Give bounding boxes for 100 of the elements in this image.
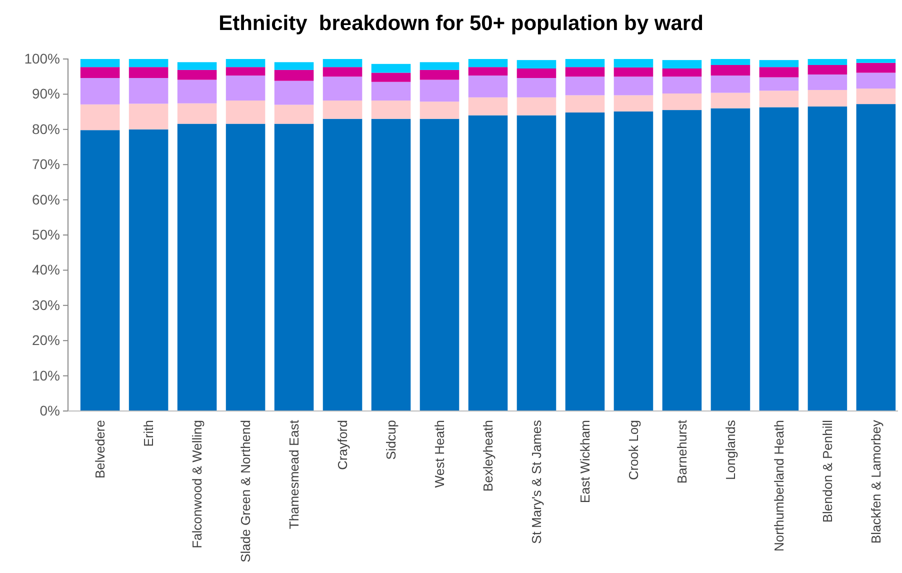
bar	[468, 115, 508, 411]
bar	[516, 97, 556, 116]
bar	[322, 100, 362, 119]
bar	[226, 67, 266, 76]
bar	[80, 104, 120, 130]
bar	[177, 70, 217, 80]
y-tick-label: 100%	[24, 50, 60, 66]
x-tick-label: Belvedere	[92, 420, 108, 479]
bar	[662, 60, 702, 69]
bar	[614, 95, 654, 112]
bar	[710, 108, 750, 411]
y-tick-label: 60%	[32, 191, 60, 208]
bar	[662, 110, 702, 411]
bar	[128, 104, 168, 130]
bar	[226, 100, 266, 124]
bar	[420, 70, 460, 80]
bar	[759, 77, 799, 91]
bar	[808, 64, 848, 74]
y-tick-label: 70%	[32, 156, 60, 172]
bar	[759, 60, 799, 68]
bar	[565, 59, 605, 68]
bar	[468, 67, 508, 76]
bar	[565, 76, 605, 96]
bar	[710, 59, 750, 65]
bar	[710, 64, 750, 76]
bar	[662, 76, 702, 94]
x-tick-label: Sidcup	[384, 420, 399, 460]
bar	[80, 130, 120, 411]
bar	[856, 62, 896, 73]
x-tick-label: Thamesmead East	[286, 420, 302, 530]
bar	[322, 67, 362, 77]
bar	[322, 76, 362, 101]
bar	[274, 104, 314, 124]
y-tick-label: 20%	[32, 332, 60, 348]
bar	[177, 103, 217, 124]
x-tick-label: Longlands	[723, 420, 738, 480]
bar	[516, 78, 556, 98]
x-tick-label: Crook Log	[626, 420, 642, 480]
bar	[128, 78, 168, 104]
x-tick-label: East Wickham	[578, 420, 593, 504]
bar	[420, 118, 460, 411]
bar	[322, 59, 362, 68]
x-tick-label: Slade Green & Northend	[238, 420, 254, 562]
bar	[420, 62, 460, 70]
bar	[468, 97, 508, 116]
bar	[371, 64, 411, 73]
bar	[274, 62, 314, 70]
bar	[856, 72, 896, 89]
bar	[468, 76, 508, 98]
bar	[710, 76, 750, 93]
bar	[808, 90, 848, 107]
bar	[80, 59, 120, 68]
y-tick-label: 30%	[32, 296, 60, 313]
bar	[856, 104, 896, 411]
bar	[80, 67, 120, 78]
x-tick-label: Barnehurst	[674, 420, 690, 484]
x-tick-label: Erith	[141, 420, 156, 447]
x-tick-label: St Mary's & St James	[529, 420, 544, 544]
bar	[856, 59, 896, 63]
bar	[614, 59, 654, 68]
bar	[371, 82, 411, 101]
bar	[516, 68, 556, 78]
bar	[274, 124, 314, 411]
bar	[322, 118, 362, 411]
bar	[177, 80, 217, 104]
y-tick-label: 10%	[32, 367, 60, 384]
x-tick-label: West Heath	[432, 420, 448, 488]
bar	[177, 124, 217, 411]
bar	[371, 118, 411, 411]
bar	[420, 102, 460, 119]
bar	[226, 124, 266, 411]
x-tick-label: Northumberland Heath	[772, 420, 786, 552]
x-tick-label: Crayford	[335, 420, 350, 470]
x-tick-label: Falconwood & Welling	[190, 420, 205, 548]
bar	[128, 59, 168, 68]
bar	[274, 80, 314, 105]
bar	[80, 78, 120, 104]
y-tick-label: 50%	[32, 226, 60, 242]
bar	[128, 67, 168, 78]
y-tick-label: 90%	[32, 86, 60, 102]
bar	[565, 95, 605, 113]
bar	[808, 74, 848, 90]
bar	[808, 59, 848, 65]
bar	[662, 93, 702, 110]
bar	[856, 88, 896, 104]
bar	[226, 76, 266, 101]
x-tick-label: Bexleyheath	[480, 420, 496, 492]
bar	[565, 112, 605, 411]
bar	[614, 111, 654, 411]
x-tick-label: Blackfen & Lamorbey	[868, 420, 884, 544]
y-tick-label: 40%	[32, 262, 60, 278]
bar	[274, 70, 314, 81]
bar	[226, 59, 266, 68]
bar	[516, 60, 556, 69]
bar	[614, 76, 654, 96]
bar	[759, 67, 799, 78]
bar	[565, 67, 605, 77]
bar	[371, 100, 411, 119]
bar	[468, 59, 508, 68]
bar	[177, 62, 217, 70]
